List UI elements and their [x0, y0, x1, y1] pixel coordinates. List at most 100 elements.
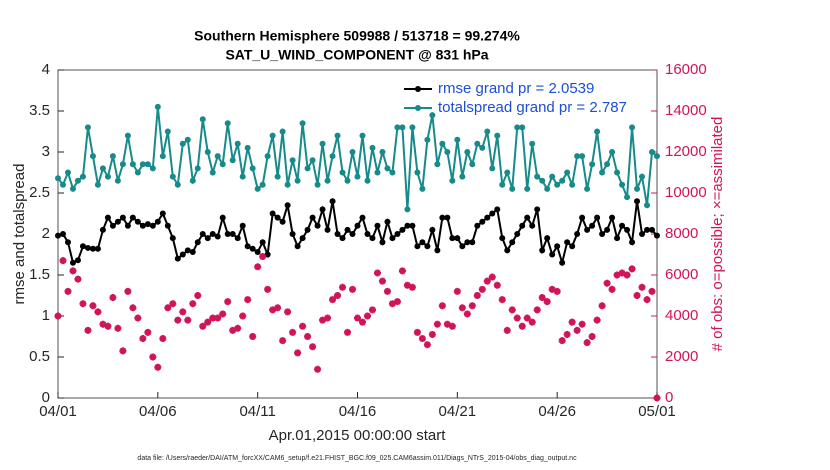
point: [409, 222, 416, 229]
point: [79, 173, 86, 180]
point: [184, 247, 191, 254]
point: [134, 169, 141, 176]
point: [514, 231, 521, 237]
obs-marker: [458, 304, 466, 312]
point: [419, 239, 426, 246]
point: [569, 181, 576, 188]
obs-marker: [304, 333, 312, 340]
footnote: data file: /Users/raeder/DAI/ATM_forcXX/…: [137, 455, 577, 462]
point: [264, 153, 271, 160]
point: [109, 153, 116, 160]
obs-marker: [558, 337, 566, 345]
point: [439, 214, 446, 221]
point: [519, 124, 526, 131]
obs-marker: [319, 316, 327, 324]
point: [539, 177, 546, 184]
obs-marker: [553, 287, 561, 295]
point: [244, 243, 251, 250]
point: [309, 157, 316, 164]
point: [329, 198, 336, 205]
point: [464, 239, 471, 246]
obs-marker: [249, 333, 257, 340]
obs-marker: [154, 363, 162, 371]
point: [149, 222, 156, 229]
point: [634, 198, 641, 205]
point: [179, 251, 186, 258]
point: [524, 214, 531, 221]
obs-marker: [528, 318, 536, 326]
point: [279, 128, 286, 135]
obs-marker: [508, 306, 516, 314]
obs-marker: [124, 287, 132, 295]
point: [259, 181, 266, 188]
point: [644, 226, 651, 233]
point: [194, 239, 201, 246]
point: [84, 244, 91, 251]
obs-marker: [648, 287, 656, 295]
point: [574, 153, 581, 160]
point: [99, 165, 106, 172]
point: [104, 173, 111, 180]
point: [214, 233, 221, 240]
point: [549, 251, 556, 258]
point: [409, 124, 416, 131]
point: [209, 231, 216, 237]
obs-marker: [493, 281, 501, 289]
obs-marker: [388, 300, 396, 308]
point: [509, 185, 516, 192]
point: [319, 140, 326, 147]
point: [434, 247, 441, 254]
point: [69, 185, 76, 192]
point: [449, 177, 456, 184]
point: [239, 222, 246, 229]
point: [269, 132, 276, 139]
series-line: [57, 106, 658, 210]
point: [364, 177, 371, 184]
y-tick-label: 1.5: [29, 266, 50, 283]
obs-marker: [408, 283, 416, 291]
point: [94, 245, 101, 252]
obs-marker: [473, 292, 481, 299]
y2-tick-label: 8000: [665, 225, 698, 242]
point: [379, 239, 386, 246]
point: [464, 149, 471, 155]
point: [564, 169, 571, 176]
y2-tick-label: 4000: [665, 307, 698, 324]
point: [609, 214, 616, 221]
obs-marker: [433, 320, 441, 328]
obs-marker: [189, 300, 197, 308]
point: [429, 112, 436, 119]
obs-marker: [643, 296, 651, 304]
point: [529, 140, 536, 147]
point: [394, 124, 401, 131]
point: [554, 181, 561, 188]
point: [604, 161, 611, 168]
obs-marker: [349, 285, 357, 293]
point: [614, 235, 621, 242]
point: [624, 226, 631, 233]
point: [289, 231, 296, 237]
obs-marker: [289, 328, 297, 336]
y-axis-label: rmse and totalspread: [11, 164, 28, 305]
point: [439, 140, 446, 147]
point: [59, 181, 66, 188]
point: [574, 231, 581, 237]
obs-marker: [179, 308, 187, 316]
obs-marker: [134, 314, 142, 322]
point: [354, 222, 361, 229]
point: [319, 206, 326, 213]
point: [479, 218, 486, 225]
point: [449, 235, 456, 242]
obs-marker: [99, 320, 107, 328]
obs-marker: [383, 287, 391, 295]
point: [299, 120, 306, 127]
legend-marker: [415, 86, 421, 92]
point: [204, 235, 211, 242]
obs-marker: [229, 326, 237, 334]
point: [89, 245, 96, 252]
point: [489, 210, 496, 217]
point: [179, 140, 186, 147]
point: [139, 161, 146, 168]
point: [219, 161, 226, 168]
